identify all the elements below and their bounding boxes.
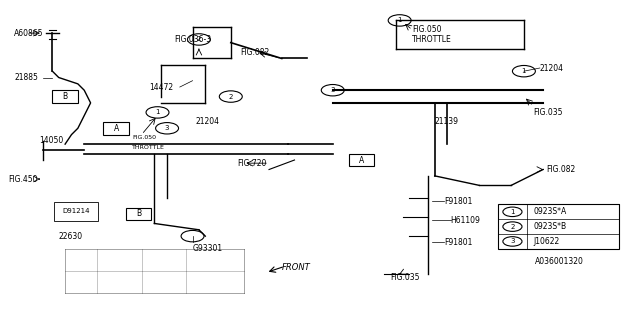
Text: FRONT: FRONT <box>282 263 310 272</box>
Text: 21204: 21204 <box>196 117 220 126</box>
Text: 3: 3 <box>330 87 335 93</box>
Text: 3: 3 <box>510 238 515 244</box>
Text: 1: 1 <box>156 109 160 116</box>
Text: FIG.050: FIG.050 <box>132 135 156 140</box>
Text: FIG.035: FIG.035 <box>534 108 563 117</box>
Text: 21139: 21139 <box>435 117 459 126</box>
Text: FIG.050: FIG.050 <box>412 25 442 35</box>
Text: 14050: 14050 <box>40 136 64 146</box>
Text: 1: 1 <box>510 209 515 215</box>
Text: F91801: F91801 <box>444 238 472 247</box>
Text: A: A <box>113 124 118 133</box>
Text: J10622: J10622 <box>534 237 560 246</box>
Text: FIG.720: FIG.720 <box>237 159 266 168</box>
Text: D91214: D91214 <box>63 208 90 214</box>
Text: B: B <box>63 92 68 101</box>
Text: FIG.082: FIG.082 <box>546 165 575 174</box>
Text: THROTTLE: THROTTLE <box>412 35 452 44</box>
Text: 22630: 22630 <box>59 232 83 241</box>
Text: 2: 2 <box>510 224 515 230</box>
Text: THROTTLE: THROTTLE <box>132 145 165 150</box>
Text: 1: 1 <box>522 68 526 74</box>
Text: 2: 2 <box>196 36 201 43</box>
Text: H61109: H61109 <box>451 216 481 225</box>
Text: 0923S*A: 0923S*A <box>534 207 566 216</box>
Text: 3: 3 <box>165 125 170 131</box>
Text: A036001320: A036001320 <box>534 257 584 266</box>
Text: FIG.036-3: FIG.036-3 <box>174 35 211 44</box>
Text: B: B <box>136 209 141 219</box>
Text: G93301: G93301 <box>193 244 223 253</box>
Text: A60865: A60865 <box>14 28 44 38</box>
Text: 0923S*B: 0923S*B <box>534 222 566 231</box>
Text: FIG.450: FIG.450 <box>8 174 37 184</box>
Text: FIG.035: FIG.035 <box>390 273 420 282</box>
Text: A: A <box>359 156 364 164</box>
Bar <box>499 204 620 249</box>
Text: 2: 2 <box>228 93 233 100</box>
Text: FIG.082: FIG.082 <box>241 48 269 57</box>
Text: F91801: F91801 <box>444 197 472 206</box>
Text: 1: 1 <box>397 17 402 23</box>
Text: 21204: 21204 <box>540 63 564 73</box>
Text: 14472: 14472 <box>149 83 173 92</box>
Text: 21885: 21885 <box>14 73 38 82</box>
